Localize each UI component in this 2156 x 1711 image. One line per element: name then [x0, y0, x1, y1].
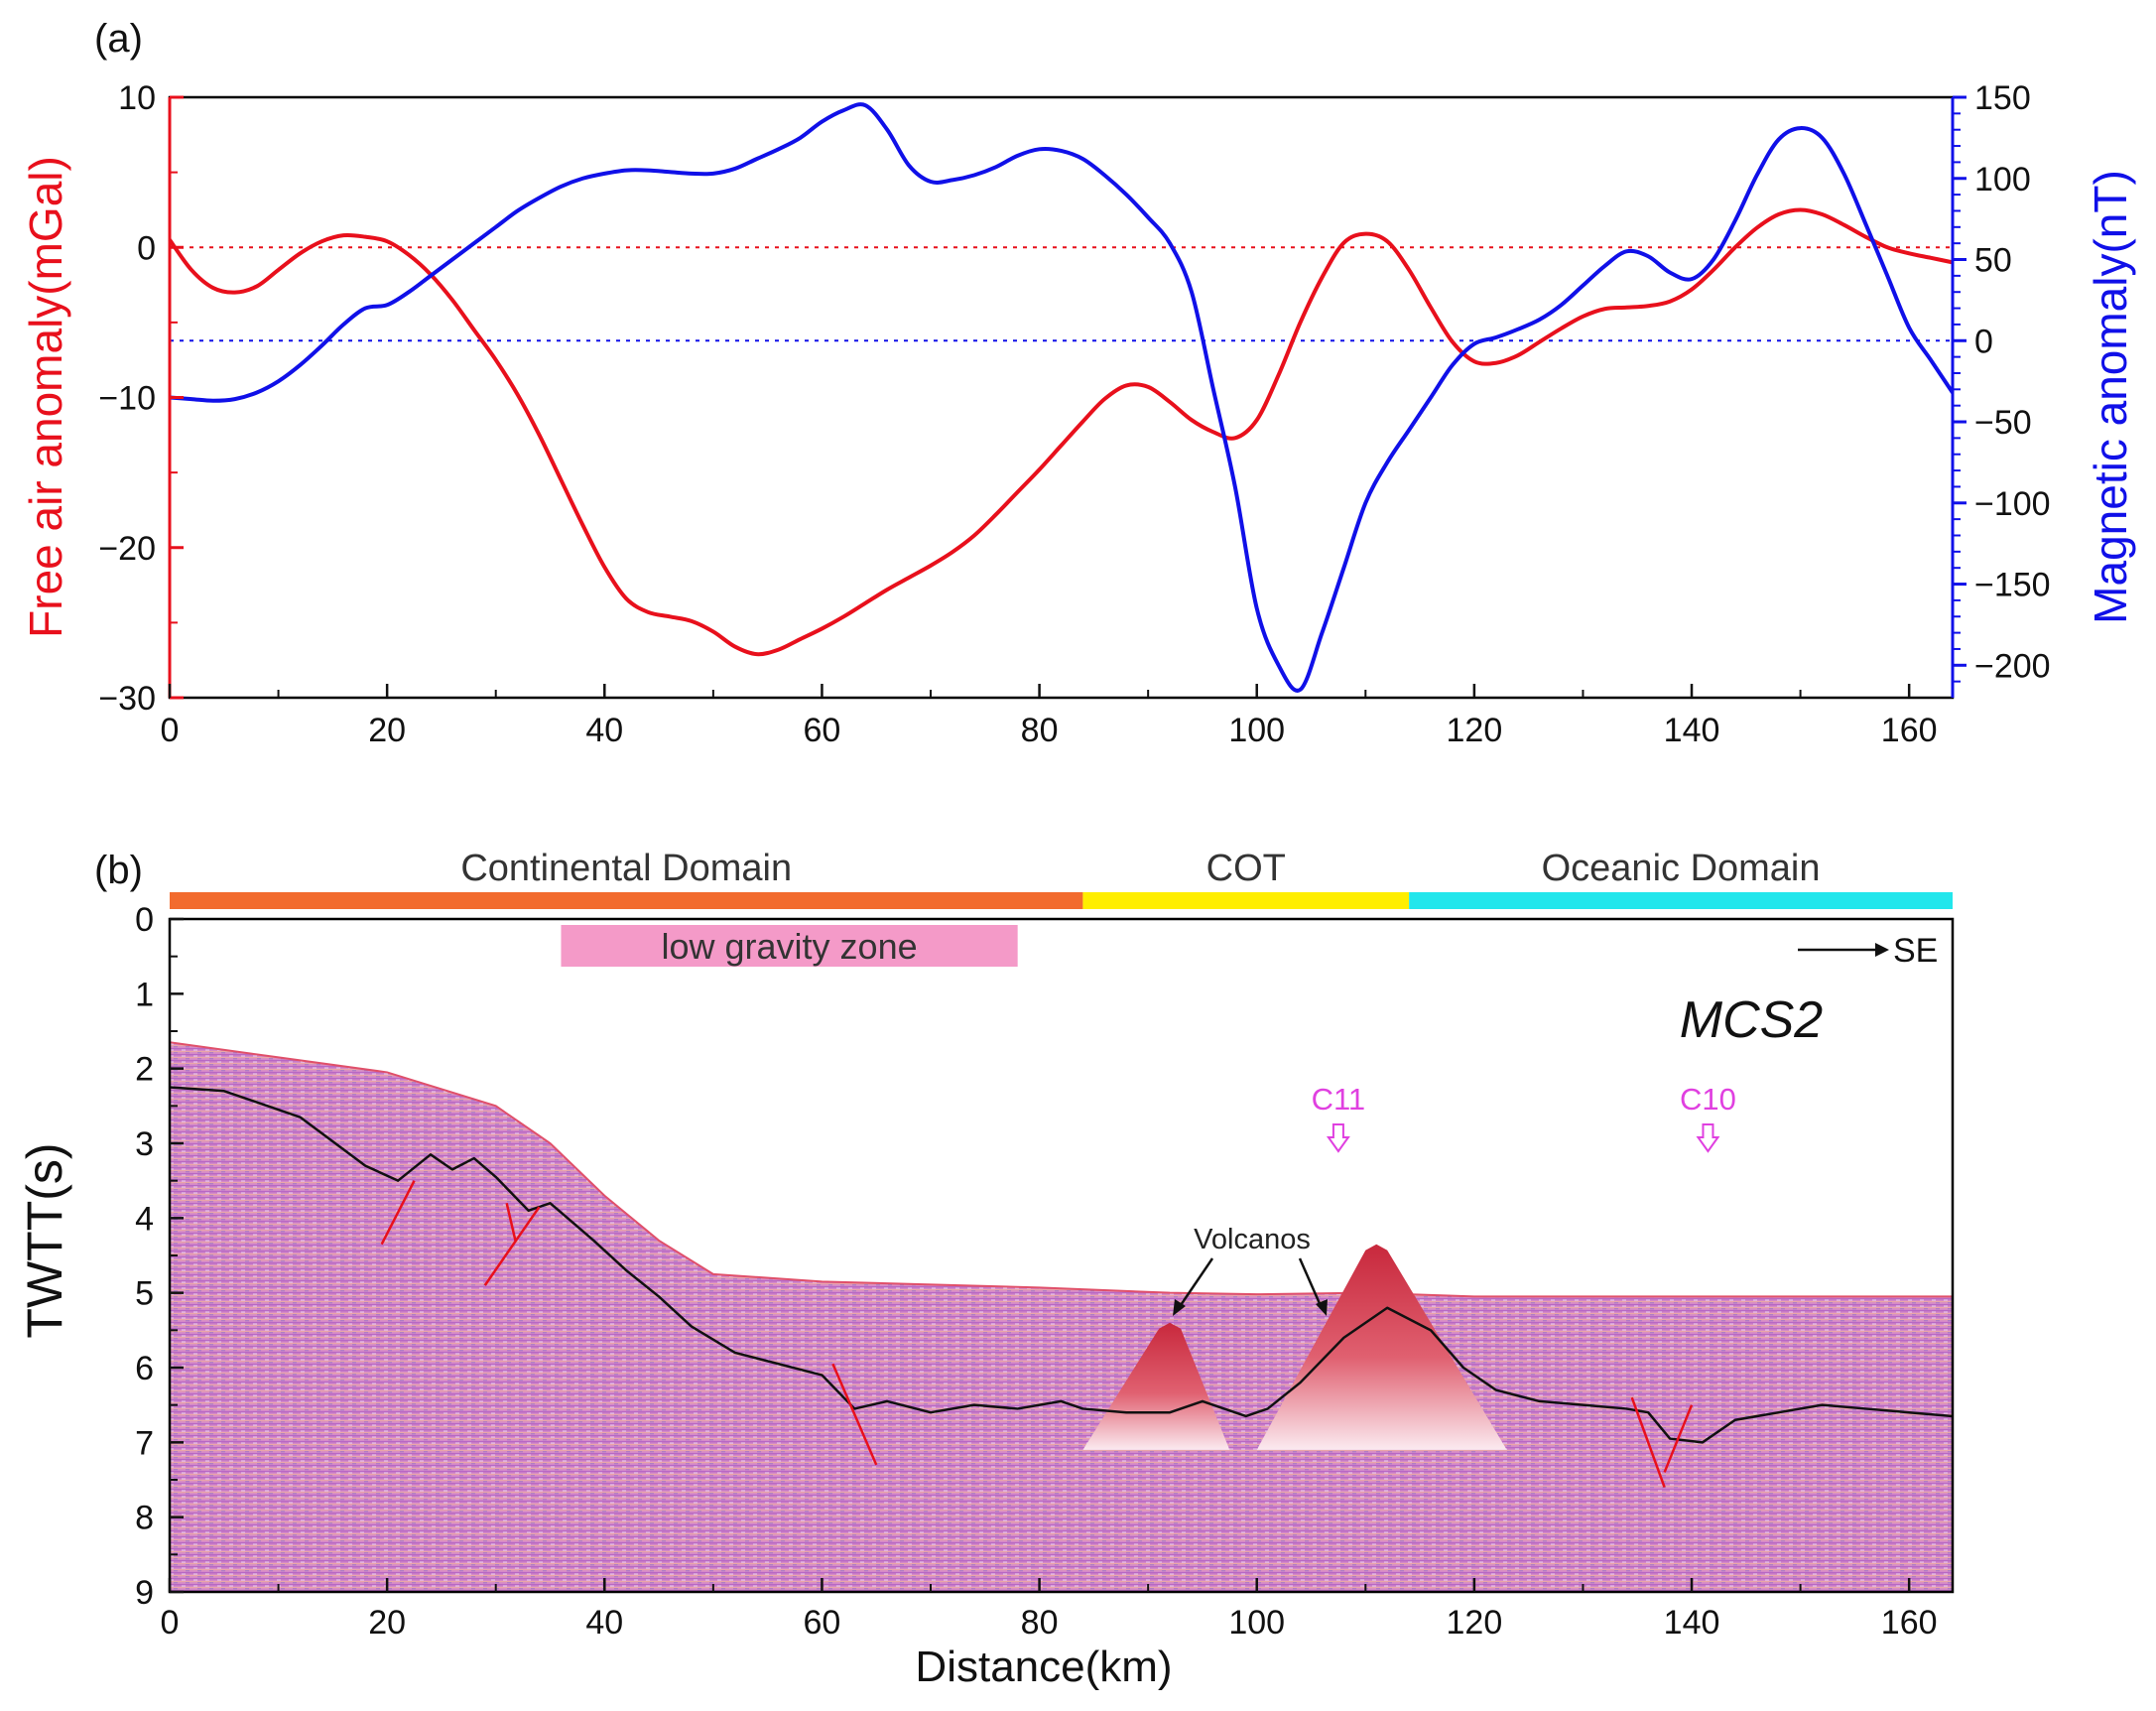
panel-a: (a) 100−10−20−30 150100500−50−100−150−20…	[20, 17, 2136, 749]
domain-bar-segment	[1409, 892, 1953, 909]
right-axis-tick-label: 0	[1974, 323, 1993, 360]
domain-bar-segment	[170, 892, 1083, 909]
x-axis-tick-label: 40	[585, 1604, 623, 1642]
left-axis-tick-label: 0	[137, 229, 156, 267]
domain-bar-segment	[1082, 892, 1410, 909]
x-axis-tick-label: 100	[1228, 712, 1285, 749]
x-axis-tick-label: 80	[1021, 712, 1059, 749]
y-axis-tick-label: 8	[135, 1500, 154, 1537]
domain-bar: Continental Domain COT Oceanic Domain	[170, 848, 1953, 909]
y-axis-tick-label: 4	[135, 1200, 154, 1238]
fault-line	[1663, 1404, 1694, 1473]
section-title: MCS2	[1680, 991, 1824, 1049]
x-axis-tick-label: 140	[1664, 712, 1720, 749]
y-axis-tick-label: 9	[135, 1574, 154, 1612]
left-axis-label: Free air anomaly(mGal)	[20, 156, 71, 638]
seafloor-reflector	[169, 1041, 1953, 1298]
series-layer	[168, 102, 1955, 693]
x-axis-tick-label: 0	[161, 1604, 180, 1642]
volcano	[1256, 1244, 1507, 1450]
low-gravity-zone: low gravity zone	[561, 925, 1018, 967]
volcanos-label: Volcanos	[1194, 1224, 1311, 1255]
x-axis: 0 20 40 60 80 100 120 140 160	[161, 684, 1938, 749]
x-axis-tick-label: 40	[585, 712, 623, 749]
volcanos-arrowhead-right	[1316, 1299, 1328, 1316]
x-axis-tick-label: 100	[1228, 1604, 1285, 1642]
panel-b: (b) Continental Domain COT Oceanic Domain …	[17, 848, 1955, 1691]
fault-line	[505, 1202, 517, 1242]
fault-line	[483, 1206, 541, 1286]
domain-label: COT	[1206, 848, 1286, 889]
panel-b-label: (b)	[94, 849, 143, 892]
right-axis-tick-label: −50	[1974, 404, 2032, 442]
fault-line	[380, 1180, 416, 1246]
volcanos-arrow-right	[1298, 1257, 1324, 1309]
x-axis-tick-label: 60	[804, 1604, 841, 1642]
basement-horizon	[169, 1086, 1954, 1444]
x-axis-tick-label: 120	[1447, 1604, 1503, 1642]
magnetic-marker-label: C10	[1680, 1082, 1736, 1117]
domain-label: Oceanic Domain	[1542, 848, 1821, 889]
right-axis: 150 100 50 0 −50 −100 −150 −200	[1951, 79, 2051, 698]
y-axis-tick-label: 0	[135, 901, 154, 939]
seismic-section	[169, 1041, 1954, 1592]
x-axis-tick-label: 160	[1881, 712, 1938, 749]
right-axis-tick-label: 150	[1974, 79, 2031, 117]
domain-label: Continental Domain	[460, 848, 792, 889]
x-axis-tick-label: 160	[1881, 1604, 1938, 1642]
volcanos-annotation: Volcanos	[1173, 1224, 1328, 1316]
fault-line	[1630, 1396, 1666, 1488]
y-axis-tick-label: 6	[135, 1350, 154, 1387]
free-air-anomaly-line	[168, 207, 1954, 657]
x-axis-tick-label: 20	[368, 1604, 406, 1642]
direction-indicator: SE	[1798, 932, 1938, 970]
y-axis-label: TWTT(s)	[17, 1142, 72, 1338]
y-axis-tick-label: 1	[135, 976, 154, 1013]
x-axis-tick-label: 60	[804, 712, 841, 749]
left-axis-tick-label: −20	[98, 530, 156, 568]
right-axis-tick-label: 100	[1974, 161, 2031, 198]
left-axis-tick-label: −10	[98, 380, 156, 418]
x-axis-label: Distance(km)	[915, 1643, 1172, 1691]
low-gravity-zone-box	[561, 925, 1018, 967]
volcanos-arrow-left	[1177, 1257, 1214, 1309]
panel-a-label: (a)	[94, 17, 143, 61]
y-axis-tick-label: 5	[135, 1275, 154, 1313]
right-axis-tick-label: −100	[1974, 485, 2051, 523]
low-gravity-zone-label: low gravity zone	[662, 926, 918, 967]
x-axis-tick-label: 0	[161, 712, 180, 749]
magnetic-marker-arrow	[1326, 1123, 1350, 1153]
y-axis-tick-label: 3	[135, 1125, 154, 1163]
volcano	[1082, 1322, 1230, 1450]
right-axis-tick-label: −200	[1974, 647, 2051, 685]
magnetic-markers: C11 C10	[1312, 1082, 1736, 1153]
magnetic-anomaly-line	[169, 102, 1955, 693]
x-axis-tick-label: 140	[1664, 1604, 1720, 1642]
left-axis-tick-label: −30	[98, 680, 156, 718]
magnetic-marker-label: C11	[1312, 1082, 1366, 1117]
left-axis: 10 0 −10 −20 −30	[98, 79, 184, 718]
magnetic-marker-arrow	[1696, 1123, 1720, 1153]
direction-label: SE	[1893, 932, 1938, 970]
y-axis-tick-label: 2	[135, 1051, 154, 1089]
fault-line	[831, 1363, 878, 1466]
right-axis-tick-label: 50	[1974, 242, 2012, 280]
left-axis-tick-label: 10	[118, 79, 156, 117]
seismic-fill	[170, 1042, 1953, 1592]
x-axis-tick-label: 120	[1447, 712, 1503, 749]
y-axis-tick-label: 7	[135, 1424, 154, 1462]
x-axis-tick-label: 80	[1021, 1604, 1059, 1642]
right-axis-label: Magnetic anomaly(nT)	[2085, 170, 2136, 624]
right-axis-tick-label: −150	[1974, 567, 2051, 604]
panel-a-frame	[168, 95, 1955, 700]
volcanos-arrowhead-left	[1173, 1299, 1186, 1316]
x-axis-tick-label: 20	[368, 712, 406, 749]
